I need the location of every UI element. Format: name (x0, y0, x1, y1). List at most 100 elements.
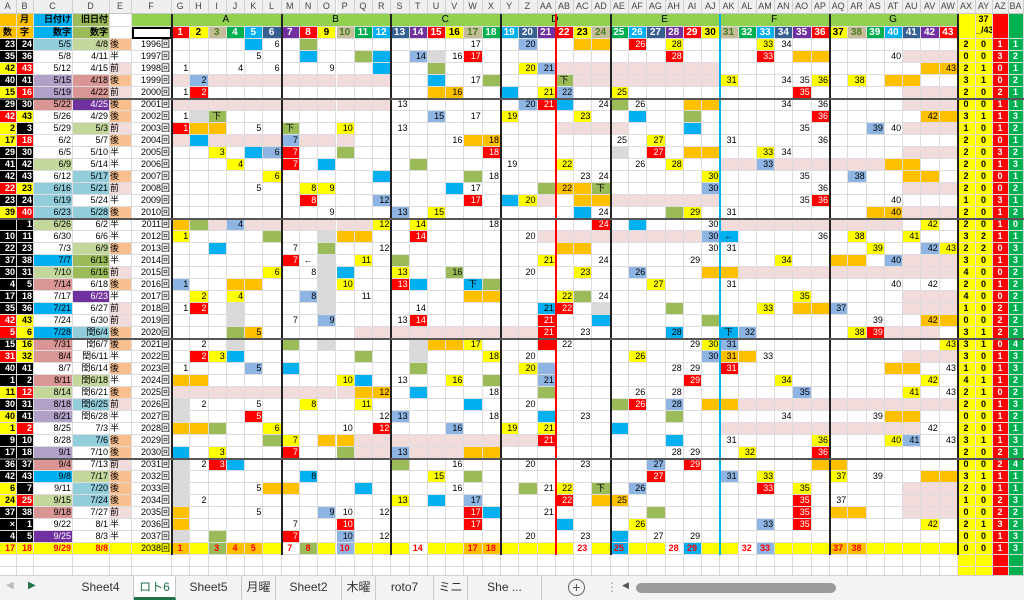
group-header-B[interactable]: B (281, 14, 392, 27)
number-cell[interactable] (409, 291, 428, 303)
number-cell[interactable] (226, 147, 246, 159)
number-mark[interactable]: 18 (482, 411, 501, 423)
old-date[interactable]: 6/6 (73, 231, 110, 243)
number-cell[interactable] (884, 99, 904, 111)
empty-cell[interactable] (939, 555, 958, 567)
empty-cell[interactable] (811, 567, 831, 575)
number-cell[interactable] (592, 267, 611, 279)
filled-cell[interactable] (793, 159, 812, 171)
number-mark[interactable]: 33 (756, 483, 776, 495)
number-cell[interactable] (884, 483, 904, 495)
sheet-tab[interactable]: roto7 (376, 576, 434, 600)
number-cell[interactable] (519, 111, 538, 123)
number-mark[interactable]: 4 (226, 159, 246, 171)
number-cell[interactable] (939, 219, 958, 231)
number-cell[interactable] (811, 147, 831, 159)
number-cell[interactable] (738, 519, 757, 531)
number-cell[interactable] (245, 195, 264, 207)
count-ax[interactable]: 2 (958, 399, 976, 411)
number-cell[interactable] (391, 171, 410, 183)
number-cell[interactable] (354, 123, 374, 135)
number-cell[interactable] (336, 495, 355, 507)
filled-cell[interactable] (702, 267, 721, 279)
filled-cell[interactable] (226, 315, 246, 327)
number-cell[interactable] (336, 483, 355, 495)
number-mark[interactable]: 37 (830, 495, 849, 507)
digit-a[interactable]: 29 (0, 147, 17, 159)
number-header-38[interactable]: 38 (848, 27, 867, 39)
empty-cell[interactable] (464, 567, 483, 575)
count-az[interactable]: 2 (993, 303, 1009, 315)
filled-cell[interactable] (811, 543, 831, 555)
number-cell[interactable] (318, 111, 337, 123)
number-cell[interactable] (574, 99, 593, 111)
number-cell[interactable] (190, 363, 209, 375)
number-cell[interactable] (665, 279, 684, 291)
count-az[interactable]: 1 (993, 411, 1009, 423)
empty-cell[interactable] (263, 567, 282, 575)
number-cell[interactable] (592, 159, 611, 171)
number-cell[interactable] (665, 315, 684, 327)
number-cell[interactable] (665, 351, 684, 363)
number-cell[interactable] (427, 99, 447, 111)
number-cell[interactable] (848, 483, 867, 495)
number-cell[interactable] (245, 303, 264, 315)
number-mark[interactable]: 17 (464, 183, 483, 195)
filled-cell[interactable] (208, 423, 227, 435)
number-cell[interactable] (555, 531, 575, 543)
number-cell[interactable] (226, 483, 246, 495)
count-ax[interactable]: 0 (958, 459, 976, 471)
number-mark[interactable]: 37 (830, 471, 849, 483)
digit-b[interactable]: 43 (17, 171, 34, 183)
number-cell[interactable] (592, 339, 611, 351)
count-az[interactable]: 1 (993, 375, 1009, 387)
filled-cell[interactable] (939, 255, 958, 267)
count-ay[interactable]: 1 (976, 435, 993, 447)
number-cell[interactable] (628, 135, 648, 147)
filled-cell[interactable] (336, 219, 355, 231)
filled-cell[interactable] (775, 423, 794, 435)
filled-cell[interactable] (702, 147, 721, 159)
count-ax[interactable]: 2 (958, 519, 976, 531)
number-cell[interactable] (446, 171, 465, 183)
digit-a[interactable]: 42 (0, 471, 17, 483)
filled-cell[interactable] (482, 507, 501, 519)
filled-cell[interactable] (263, 135, 282, 147)
number-cell[interactable] (537, 399, 556, 411)
period-mark[interactable]: 前 (110, 459, 132, 471)
number-cell[interactable] (884, 387, 904, 399)
number-cell[interactable] (354, 471, 374, 483)
filled-cell[interactable] (519, 483, 538, 495)
number-cell[interactable] (482, 423, 501, 435)
count-ax[interactable]: 0 (958, 507, 976, 519)
number-cell[interactable] (738, 435, 757, 447)
count-ay[interactable]: 0 (976, 219, 993, 231)
filled-cell[interactable] (354, 219, 374, 231)
number-cell[interactable] (866, 147, 885, 159)
filled-cell[interactable] (574, 231, 593, 243)
number-cell[interactable] (628, 507, 648, 519)
date[interactable]: 6/12 (34, 171, 73, 183)
count-az[interactable]: 2 (993, 495, 1009, 507)
number-cell[interactable] (537, 243, 556, 255)
number-cell[interactable] (409, 111, 428, 123)
old-date[interactable]: 4/15 (73, 63, 110, 75)
digit-b[interactable]: 43 (17, 111, 34, 123)
number-header-37[interactable]: 37 (830, 27, 849, 39)
number-cell[interactable] (793, 363, 812, 375)
number-cell[interactable] (555, 387, 575, 399)
number-cell[interactable] (373, 111, 392, 123)
number-cell[interactable] (793, 39, 812, 51)
filled-cell[interactable] (555, 543, 575, 555)
number-cell[interactable] (318, 495, 337, 507)
filled-cell[interactable] (555, 519, 575, 531)
empty-cell[interactable] (299, 567, 319, 575)
number-cell[interactable] (226, 363, 246, 375)
count-ay[interactable]: 0 (976, 183, 993, 195)
count-ba[interactable]: 2 (1009, 291, 1024, 303)
number-cell[interactable] (172, 51, 191, 63)
number-cell[interactable] (702, 387, 721, 399)
filled-cell[interactable] (811, 399, 831, 411)
number-mark[interactable]: 8 (299, 471, 319, 483)
number-cell[interactable] (665, 507, 684, 519)
